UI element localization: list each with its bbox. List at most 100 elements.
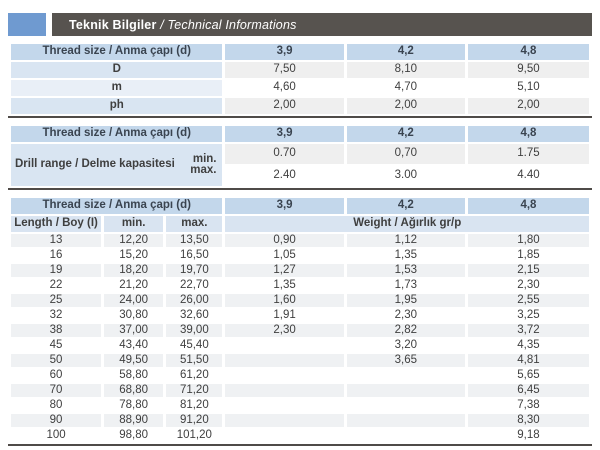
table-row: 19 18,20 19,70 1,27 1,53 2,15 [11, 264, 589, 277]
weight-cell [346, 384, 465, 397]
weight-cell: 1,80 [467, 234, 589, 247]
value-cell: 4,60 [225, 80, 344, 96]
value-cell: 0.70 [225, 144, 344, 164]
weight-cell: 8,30 [467, 414, 589, 427]
min-cell: 88,90 [104, 414, 164, 427]
value-cell: 3.00 [346, 166, 465, 186]
length-cell: 45 [11, 339, 102, 352]
drill-range-label-cell: Drill range / Delme kapasitesi min. max. [11, 144, 223, 186]
value-cell: 5,10 [467, 80, 589, 96]
row-label: m [11, 80, 223, 96]
min-cell: 21,20 [104, 279, 164, 292]
weight-cell: 3,20 [346, 339, 465, 352]
table-header-row: Thread size / Anma çapı (d) 3,9 4,2 4,8 [11, 44, 589, 60]
length-cell: 80 [11, 399, 102, 412]
thread-size-header: Thread size / Anma çapı (d) [11, 198, 223, 214]
length-cell: 90 [11, 414, 102, 427]
min-cell: 12,20 [104, 234, 164, 247]
min-cell: 58,80 [104, 369, 164, 382]
weight-cell: 4,81 [467, 354, 589, 367]
weight-cell: 5,65 [467, 369, 589, 382]
drill-min-row: Drill range / Delme kapasitesi min. max.… [11, 144, 589, 186]
max-cell: 39,00 [166, 324, 223, 337]
dimensions-table-section: Thread size / Anma çapı (d) 3,9 4,2 4,8 … [8, 42, 592, 118]
length-weight-table: Thread size / Anma çapı (d) 3,9 4,2 4,8 … [8, 196, 592, 444]
min-cell: 68,80 [104, 384, 164, 397]
max-label: max. [190, 164, 217, 176]
weight-cell [225, 339, 344, 352]
weight-cell: 3,72 [467, 324, 589, 337]
max-cell: 16,50 [166, 249, 223, 262]
title-separator: / [156, 17, 168, 32]
min-cell: 78,80 [104, 399, 164, 412]
table-row: 100 98,80 101,20 9,18 [11, 429, 589, 442]
weight-cell: 2,30 [467, 279, 589, 292]
min-cell: 18,20 [104, 264, 164, 277]
weight-cell [346, 399, 465, 412]
value-cell: 4,70 [346, 80, 465, 96]
table-row: 90 88,90 91,20 8,30 [11, 414, 589, 427]
weight-cell: 3,25 [467, 309, 589, 322]
size-column-header: 3,9 [225, 198, 344, 214]
weight-cell: 1,12 [346, 234, 465, 247]
thread-size-header: Thread size / Anma çapı (d) [11, 44, 223, 60]
length-weight-table-section: Thread size / Anma çapı (d) 3,9 4,2 4,8 … [8, 196, 592, 446]
max-cell: 101,20 [166, 429, 223, 442]
table-row: 16 15,20 16,50 1,05 1,35 1,85 [11, 249, 589, 262]
row-label: ph [11, 98, 223, 114]
max-cell: 22,70 [166, 279, 223, 292]
table-row: 32 30,80 32,60 1,91 2,30 3,25 [11, 309, 589, 322]
min-label: min. [192, 152, 217, 165]
weight-cell: 4,35 [467, 339, 589, 352]
weight-cell: 1,35 [346, 249, 465, 262]
size-column-header: 4,2 [346, 126, 465, 142]
drill-range-table: Thread size / Anma çapı (d) 3,9 4,2 4,8 … [8, 124, 592, 188]
length-cell: 25 [11, 294, 102, 307]
length-cell: 16 [11, 249, 102, 262]
title-strip: Teknik Bilgiler / Technical Informations [52, 13, 592, 36]
table-row: 45 43,40 45,40 3,20 4,35 [11, 339, 589, 352]
weight-cell [346, 369, 465, 382]
weight-cell: 1,35 [225, 279, 344, 292]
weight-cell: 2,82 [346, 324, 465, 337]
table-row: 80 78,80 81,20 7,38 [11, 399, 589, 412]
weight-cell: 1,60 [225, 294, 344, 307]
min-cell: 43,40 [104, 339, 164, 352]
thread-size-header: Thread size / Anma çapı (d) [11, 126, 223, 142]
table-row: ph 2,00 2,00 2,00 [11, 98, 589, 114]
title-turkish: Teknik Bilgiler [69, 17, 157, 32]
value-cell: 7,50 [225, 62, 344, 78]
value-cell: 2,00 [467, 98, 589, 114]
weight-cell [225, 354, 344, 367]
length-cell: 70 [11, 384, 102, 397]
max-cell: 32,60 [166, 309, 223, 322]
length-cell: 60 [11, 369, 102, 382]
weight-cell: 2,30 [225, 324, 344, 337]
min-cell: 49,50 [104, 354, 164, 367]
size-column-header: 4,2 [346, 44, 465, 60]
max-cell: 19,70 [166, 264, 223, 277]
max-cell: 26,00 [166, 294, 223, 307]
min-cell: 15,20 [104, 249, 164, 262]
max-column-header: max. [166, 216, 223, 232]
drill-range-label: Drill range / Delme kapasitesi [15, 158, 175, 171]
length-cell: 22 [11, 279, 102, 292]
weight-cell: 6,45 [467, 384, 589, 397]
accent-square [8, 13, 46, 36]
length-cell: 50 [11, 354, 102, 367]
value-cell: 2.40 [225, 166, 344, 186]
min-column-header: min. [104, 216, 164, 232]
max-cell: 61,20 [166, 369, 223, 382]
table-row: 25 24,00 26,00 1,60 1,95 2,55 [11, 294, 589, 307]
weight-cell: 2,30 [346, 309, 465, 322]
weight-cell: 0,90 [225, 234, 344, 247]
weight-cell: 1,85 [467, 249, 589, 262]
table-row: 13 12,20 13,50 0,90 1,12 1,80 [11, 234, 589, 247]
table-row: 50 49,50 51,50 3,65 4,81 [11, 354, 589, 367]
row-label: D [11, 62, 223, 78]
min-max-labels: min. max. [190, 152, 222, 177]
table-row: 38 37,00 39,00 2,30 2,82 3,72 [11, 324, 589, 337]
weight-cell [225, 399, 344, 412]
max-cell: 13,50 [166, 234, 223, 247]
length-column-header: Length / Boy (I) [11, 216, 102, 232]
